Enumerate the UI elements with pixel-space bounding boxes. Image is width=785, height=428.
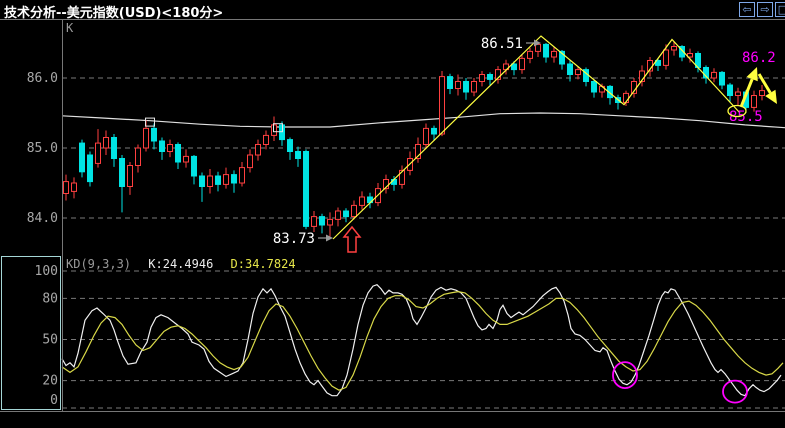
svg-text:86.2: 86.2: [742, 50, 776, 66]
ma-touch-marker: [273, 123, 283, 133]
kd-k-line: [61, 284, 782, 397]
window-icon: □: [777, 3, 785, 16]
ma-touch-marker: [145, 117, 155, 127]
price-annotations: 86.51 83.73 86.2 85.5: [273, 36, 776, 247]
kd-indicator-header: KD(9,3,3) K:24.4946 D:34.7824: [66, 257, 306, 271]
candlesticks: [63, 41, 765, 237]
left-arrow-icon: ⇦: [742, 3, 752, 16]
svg-text:20: 20: [42, 374, 58, 389]
svg-text:85.0: 85.0: [27, 141, 58, 156]
window-button[interactable]: □: [775, 2, 785, 17]
scroll-right-button[interactable]: ⇨: [757, 2, 773, 17]
svg-text:86.51: 86.51: [481, 36, 523, 52]
right-arrow-icon: ⇨: [760, 3, 770, 16]
bottom-axis-divider: [0, 411, 785, 412]
svg-text:80: 80: [42, 291, 58, 306]
kd-grid: 100 80 50 20 0: [35, 264, 785, 409]
main-grid: 86.0 85.0 84.0: [27, 71, 785, 226]
bottom-axis-bar: 180分 200606: [0, 412, 785, 428]
title-bar: 技术分析--美元指数(USD)<180分>: [0, 0, 785, 21]
kd-signal-circle: [722, 379, 748, 404]
title-divider: [0, 19, 785, 20]
forecast-arrows: [727, 67, 777, 118]
kd-pane-selection-border: [1, 256, 61, 410]
svg-text:50: 50: [42, 333, 58, 348]
window-title: 技术分析--美元指数(USD)<180分>: [4, 6, 224, 21]
scroll-left-button[interactable]: ⇦: [739, 2, 755, 17]
kd-d-value: D:34.7824: [230, 257, 296, 271]
svg-text:100: 100: [35, 264, 58, 279]
kd-signal-circle: [612, 361, 638, 390]
ma-line: [61, 112, 785, 129]
kd-d-line: [61, 290, 784, 391]
kd-indicator-name: KD(9,3,3): [66, 257, 132, 271]
svg-text:0: 0: [50, 393, 58, 408]
low-circle: [727, 104, 747, 118]
axis-separator: [62, 20, 63, 411]
zigzag-line: [332, 35, 741, 240]
main-pane-label: K: [66, 21, 74, 35]
kd-k-value: K:24.4946: [148, 257, 214, 271]
svg-text:85.5: 85.5: [729, 109, 763, 125]
svg-text:86.0: 86.0: [27, 71, 58, 86]
buy-signal-arrow: [342, 225, 362, 253]
svg-text:83.73: 83.73: [273, 231, 315, 247]
svg-text:84.0: 84.0: [27, 211, 58, 226]
